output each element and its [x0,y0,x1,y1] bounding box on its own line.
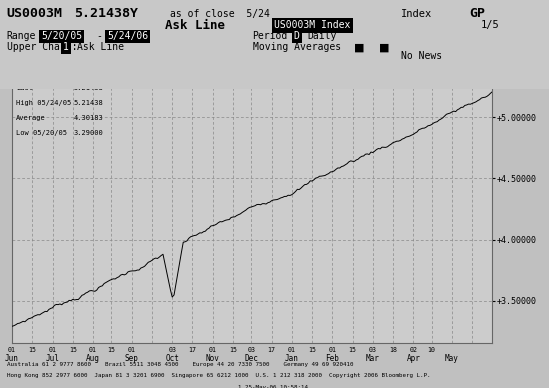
Text: Apr: Apr [406,354,420,363]
Text: High 05/24/05: High 05/24/05 [16,100,71,106]
Text: 15: 15 [69,347,77,353]
Text: 01: 01 [8,347,16,353]
Text: 5.21438: 5.21438 [73,85,103,92]
Text: 01: 01 [128,347,136,353]
Text: Aug: Aug [86,354,100,363]
Text: No News: No News [401,51,442,61]
Text: 01: 01 [209,347,217,353]
Text: GP: GP [469,7,485,20]
Text: Feb: Feb [326,354,339,363]
Text: 17: 17 [267,347,276,353]
Text: 02: 02 [410,347,417,353]
Text: Moving Averages: Moving Averages [253,42,341,52]
Text: 01: 01 [89,347,97,353]
Text: 15: 15 [308,347,316,353]
Text: Period: Period [253,31,288,42]
Text: 5/20/05: 5/20/05 [41,31,82,42]
Text: D: D [294,31,300,42]
Text: 5/24/06: 5/24/06 [107,31,148,42]
Text: 17: 17 [188,347,197,353]
Text: 4.30183: 4.30183 [73,115,103,121]
Text: Jun: Jun [5,354,19,363]
Text: Close/Ask: Close/Ask [38,69,80,78]
Text: 10: 10 [428,347,436,353]
Text: Average: Average [16,115,46,121]
Text: Range: Range [7,31,36,42]
Text: ■: ■ [379,42,389,52]
Text: Upper Chart:: Upper Chart: [7,42,77,52]
Text: Index: Index [401,9,432,19]
Text: Jul: Jul [46,354,59,363]
Text: 1 25-May-06 10:58:14: 1 25-May-06 10:58:14 [7,385,307,388]
Text: 18: 18 [389,347,397,353]
Text: Ask Line: Ask Line [165,19,225,32]
Text: 1/5: 1/5 [480,20,499,30]
Text: Ask Line: Ask Line [77,42,124,52]
Text: 3.29000: 3.29000 [73,130,103,136]
Text: Australia 61 2 9777 8600    Brazil 5511 3048 4500    Europe 44 20 7330 7500    G: Australia 61 2 9777 8600 Brazil 5511 304… [7,362,353,367]
Text: Hong Kong 852 2977 6000  Japan 81 3 3201 6900  Singapore 65 6212 1000  U.S. 1 21: Hong Kong 852 2977 6000 Japan 81 3 3201 … [7,373,430,378]
Text: 15: 15 [108,347,115,353]
Text: US0003M: US0003M [7,7,63,20]
Text: 01: 01 [48,347,57,353]
Text: Daily: Daily [307,31,337,42]
Text: 5.21438: 5.21438 [73,100,103,106]
Text: 15: 15 [229,347,237,353]
Text: 5.21438Y: 5.21438Y [74,7,138,20]
Text: US0003M Index: US0003M Index [274,20,351,30]
Text: 03: 03 [248,347,255,353]
Text: Low 05/20/05: Low 05/20/05 [16,130,67,136]
Text: ■: ■ [354,42,365,52]
Text: as of close  5/24: as of close 5/24 [170,9,270,19]
Text: Sep: Sep [125,354,139,363]
Text: May: May [445,354,459,363]
Text: Mar: Mar [366,354,380,363]
Text: 1: 1 [63,42,69,52]
Text: -: - [96,31,102,42]
Text: Nov: Nov [206,354,220,363]
Text: Oct: Oct [165,354,179,363]
Text: 03: 03 [168,347,176,353]
Text: Jan: Jan [285,354,299,363]
Text: Dec: Dec [244,354,258,363]
Text: 15: 15 [349,347,356,353]
Text: 01: 01 [328,347,337,353]
Text: 01: 01 [288,347,296,353]
Text: Last: Last [16,85,33,92]
Text: 15: 15 [29,347,36,353]
Text: 03: 03 [369,347,377,353]
